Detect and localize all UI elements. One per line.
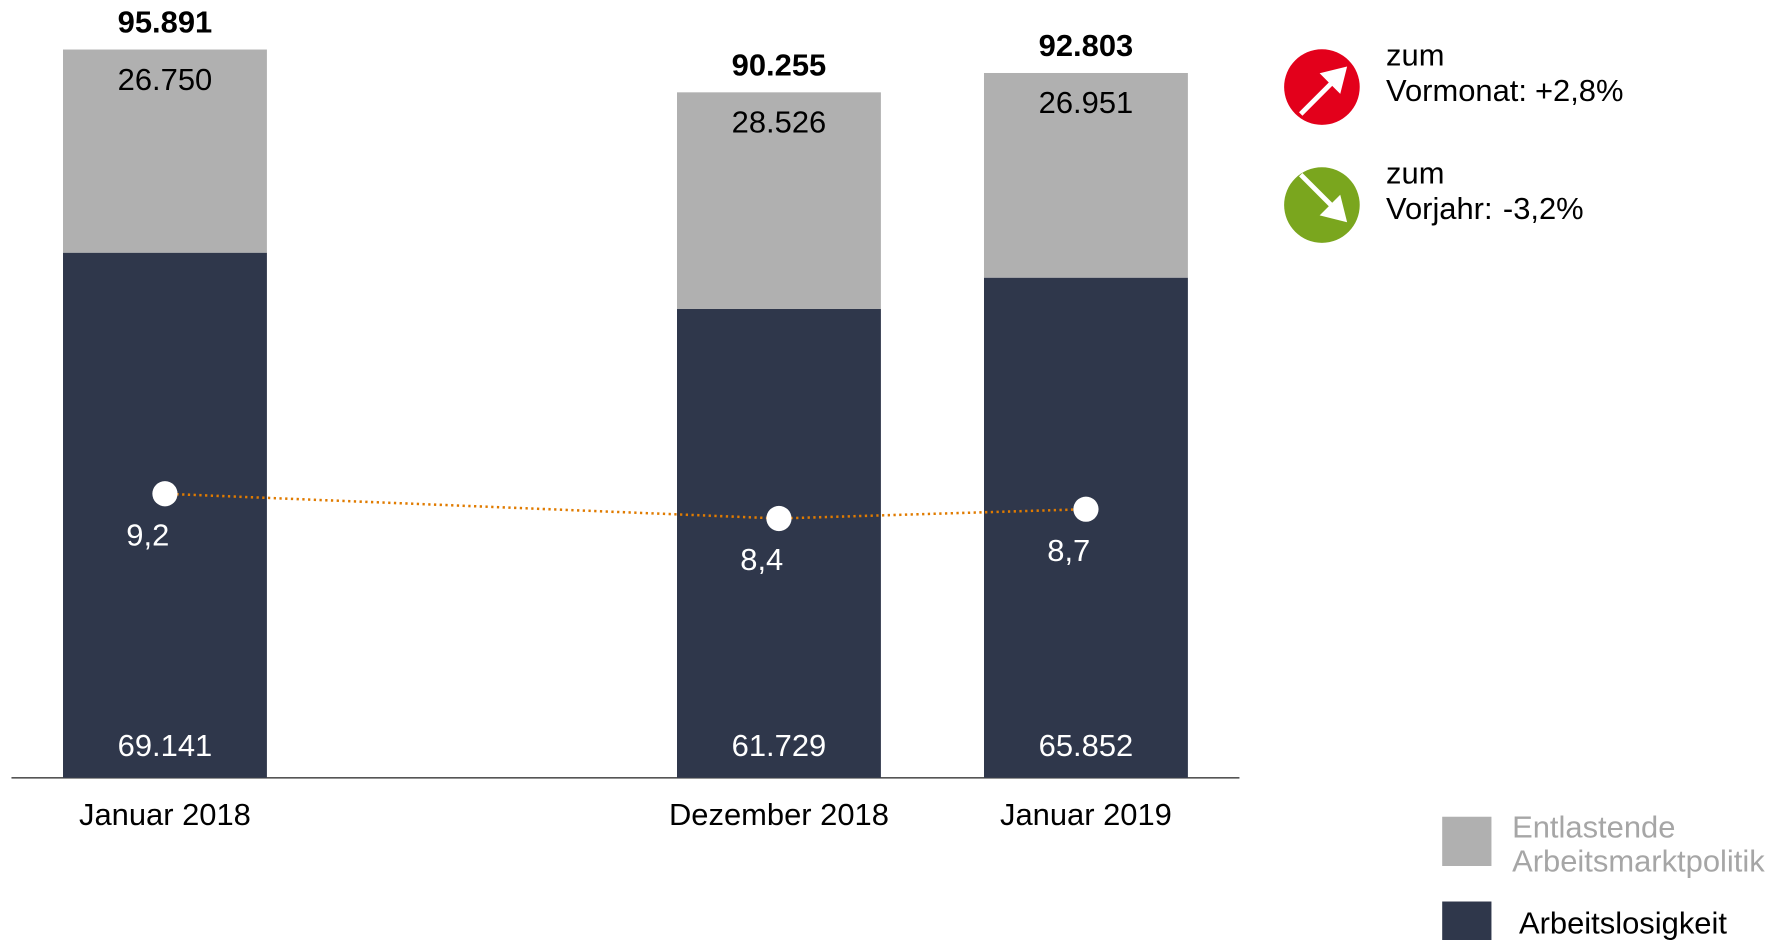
change-arrow bbox=[1299, 172, 1348, 223]
value-label: 26.951 bbox=[1039, 85, 1134, 120]
x-tick-label: Januar 2018 bbox=[79, 797, 251, 832]
annotation-value: -3,2% bbox=[1503, 191, 1584, 226]
legend-swatch bbox=[1442, 816, 1492, 867]
bar-segment bbox=[676, 308, 881, 778]
rate-point bbox=[152, 481, 178, 507]
total-label: 90.255 bbox=[732, 47, 827, 82]
value-label: 28.526 bbox=[732, 105, 827, 140]
total-label: 92.803 bbox=[1039, 28, 1134, 63]
annotation-text: Vormonat: bbox=[1386, 73, 1527, 108]
value-label: 61.729 bbox=[732, 728, 827, 763]
total-label: 95.891 bbox=[118, 5, 213, 40]
rate-point bbox=[1073, 496, 1099, 522]
value-label: 69.141 bbox=[118, 728, 213, 763]
value-label: 65.852 bbox=[1039, 728, 1134, 763]
legend-item: Arbeitslosigkeit bbox=[1518, 906, 1727, 940]
bar-segment bbox=[63, 252, 267, 778]
x-tick-label: Dezember 2018 bbox=[669, 797, 889, 832]
bar-segment bbox=[983, 72, 1188, 278]
x-tick-label: Januar 2019 bbox=[1000, 797, 1172, 832]
annotation-text: zum bbox=[1386, 37, 1444, 72]
rate-label: 8,4 bbox=[740, 542, 783, 577]
bar-segment bbox=[63, 49, 267, 253]
bar-segment bbox=[676, 92, 881, 309]
change-icon bbox=[1284, 49, 1360, 125]
value-label: 26.750 bbox=[118, 62, 213, 97]
legend-swatch bbox=[1442, 901, 1492, 940]
annotation-text: zum bbox=[1386, 155, 1444, 190]
annotation-text: Vorjahr: bbox=[1386, 191, 1493, 226]
legend-label: Entlastende Arbeitsmarktpolitik bbox=[1512, 809, 1765, 879]
legend-label: Arbeitslosigkeit bbox=[1518, 906, 1727, 940]
change-arrow bbox=[1299, 66, 1348, 116]
annotation-value: +2,8% bbox=[1535, 73, 1624, 108]
bar-segment bbox=[983, 277, 1188, 778]
change-icon bbox=[1284, 167, 1360, 243]
rate-point bbox=[766, 505, 792, 532]
legend-item: Entlastende Arbeitsmarktpolitik bbox=[1512, 809, 1765, 879]
rate-label: 8,7 bbox=[1047, 533, 1090, 568]
rate-label: 9,2 bbox=[126, 517, 169, 552]
